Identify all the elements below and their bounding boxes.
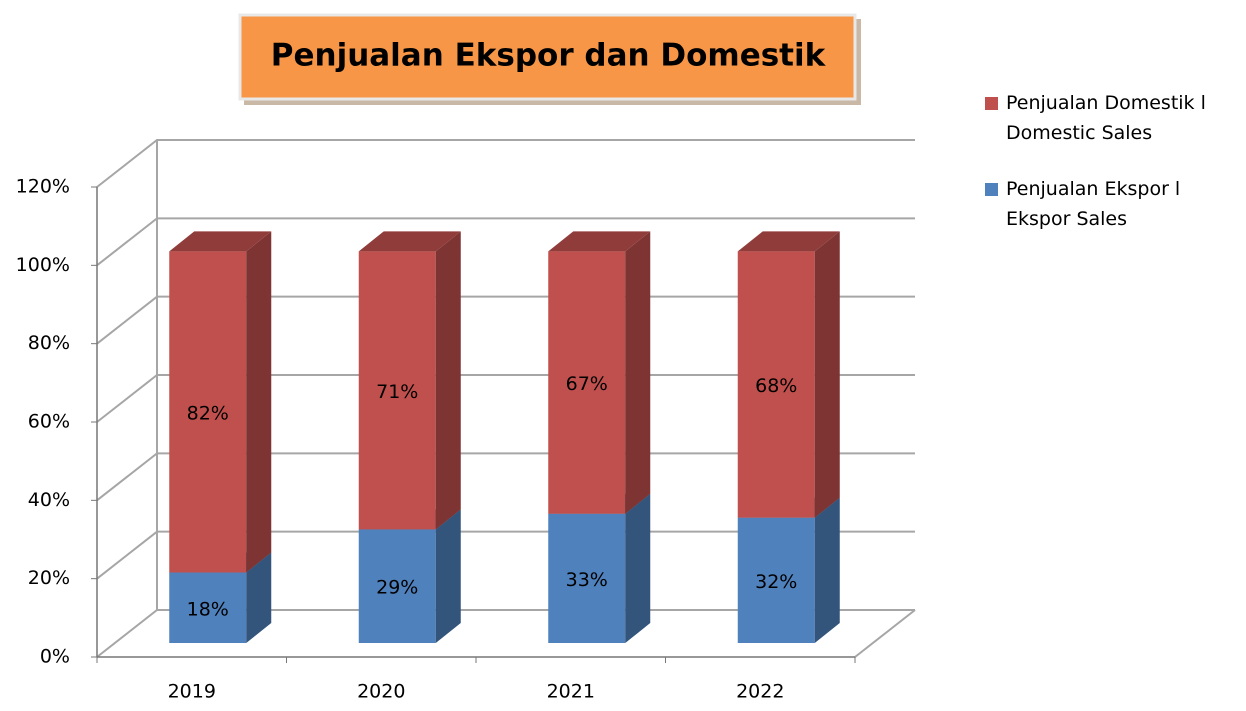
y-tick-label: 40%	[28, 489, 70, 511]
bar-side	[814, 231, 840, 518]
bar-segment	[358, 251, 436, 530]
value-label: 18%	[187, 598, 229, 620]
grid-line	[96, 374, 915, 423]
bar-side	[435, 231, 461, 530]
bar-side	[246, 552, 272, 643]
title-box	[238, 13, 857, 101]
grid-line	[96, 530, 915, 580]
x-tick-label: 2022	[736, 681, 784, 703]
value-label: 67%	[566, 373, 608, 395]
y-tick-label: 100%	[16, 254, 70, 276]
bar-top	[548, 231, 651, 252]
bar-side	[625, 231, 651, 514]
value-label: 33%	[566, 569, 608, 591]
value-label: 32%	[755, 571, 797, 593]
bar-segment	[169, 251, 247, 573]
bar-segment	[548, 513, 626, 643]
grid-line	[96, 609, 915, 658]
bar-segment	[737, 517, 815, 643]
bar-side	[814, 497, 840, 643]
bar-segment	[169, 572, 247, 643]
y-tick-label: 120%	[16, 176, 70, 198]
x-tick-label: 2019	[168, 681, 216, 703]
y-tick-label: 60%	[28, 411, 70, 433]
chart-title: Penjualan Ekspor dan Domestik	[271, 38, 827, 74]
bar-segment	[737, 251, 815, 518]
bar-top	[169, 231, 272, 252]
floor-edge	[854, 609, 916, 658]
value-label: 29%	[376, 577, 418, 599]
x-tick-label: 2021	[547, 681, 595, 703]
y-tick-label: 0%	[40, 646, 70, 668]
legend-label: Penjualan Domestik l Domestic Sales	[1006, 92, 1206, 144]
value-label: 82%	[187, 402, 229, 424]
bar-side	[435, 509, 461, 643]
y-tick-label: 20%	[28, 567, 70, 589]
grid-line	[96, 139, 915, 188]
bar-side	[625, 493, 651, 643]
bar-top	[737, 231, 840, 252]
legend-swatch	[985, 97, 998, 110]
legend-label: Penjualan Ekspor l Ekspor Sales	[1006, 178, 1180, 230]
bar-segment	[548, 251, 626, 514]
legend-swatch	[985, 183, 998, 196]
x-tick-label: 2020	[357, 681, 405, 703]
value-label: 68%	[755, 375, 797, 397]
value-label: 71%	[376, 381, 418, 403]
grid-line	[96, 452, 915, 502]
bar-side	[246, 231, 272, 573]
bar-segment	[358, 529, 436, 643]
bar-top	[358, 231, 461, 252]
y-tick-label: 80%	[28, 332, 70, 354]
grid-line	[96, 295, 915, 345]
grid-line	[96, 217, 915, 267]
